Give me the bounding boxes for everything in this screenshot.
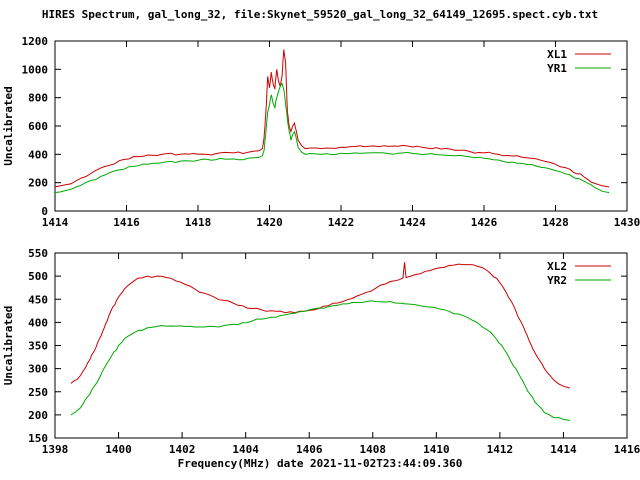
chart-title: HIRES Spectrum, gal_long_32, file:Skynet…	[41, 8, 599, 21]
svg-text:Uncalibrated: Uncalibrated	[2, 306, 15, 385]
svg-text:200: 200	[28, 409, 48, 422]
svg-text:Uncalibrated: Uncalibrated	[2, 86, 15, 165]
svg-text:1400: 1400	[105, 443, 132, 456]
svg-text:1398: 1398	[42, 443, 69, 456]
svg-text:YR2: YR2	[547, 274, 567, 287]
svg-text:YR1: YR1	[547, 62, 567, 75]
svg-text:400: 400	[28, 316, 48, 329]
svg-text:1200: 1200	[22, 35, 49, 48]
x-axis-label: Frequency(MHz) date 2021-11-02T23:44:09.…	[177, 457, 463, 470]
svg-text:250: 250	[28, 386, 48, 399]
svg-text:150: 150	[28, 432, 48, 445]
svg-text:550: 550	[28, 247, 48, 260]
svg-text:1408: 1408	[360, 443, 387, 456]
svg-text:1420: 1420	[256, 216, 283, 229]
spectrum-chart-bottom: 1398 1400 1402 1404 1406 1408 1410 1412 1414 1416…	[2, 247, 640, 456]
svg-text:200: 200	[28, 177, 48, 190]
svg-text:1426: 1426	[471, 216, 498, 229]
svg-text:XL1: XL1	[547, 48, 567, 61]
svg-text:1410: 1410	[423, 443, 450, 456]
svg-text:1402: 1402	[169, 443, 196, 456]
svg-text:1414: 1414	[550, 443, 577, 456]
svg-text:1000: 1000	[22, 63, 49, 76]
spectrum-chart-top: 1414 1416 1418 1420 1422 1424 1426 1428 1430 0 200…	[2, 35, 640, 229]
svg-text:400: 400	[28, 148, 48, 161]
svg-text:500: 500	[28, 270, 48, 283]
svg-text:1412: 1412	[487, 443, 514, 456]
svg-text:1416: 1416	[614, 443, 640, 456]
svg-text:1418: 1418	[185, 216, 212, 229]
svg-text:1416: 1416	[113, 216, 140, 229]
svg-text:1406: 1406	[296, 443, 323, 456]
svg-text:1424: 1424	[399, 216, 426, 229]
svg-text:300: 300	[28, 363, 48, 376]
svg-text:1430: 1430	[614, 216, 640, 229]
svg-text:XL2: XL2	[547, 260, 567, 273]
svg-text:800: 800	[28, 92, 48, 105]
svg-text:1422: 1422	[328, 216, 355, 229]
svg-text:450: 450	[28, 293, 48, 306]
svg-text:0: 0	[41, 205, 48, 218]
svg-text:1404: 1404	[232, 443, 259, 456]
svg-text:1414: 1414	[42, 216, 69, 229]
svg-text:600: 600	[28, 120, 48, 133]
svg-text:1428: 1428	[542, 216, 569, 229]
svg-text:350: 350	[28, 340, 48, 353]
